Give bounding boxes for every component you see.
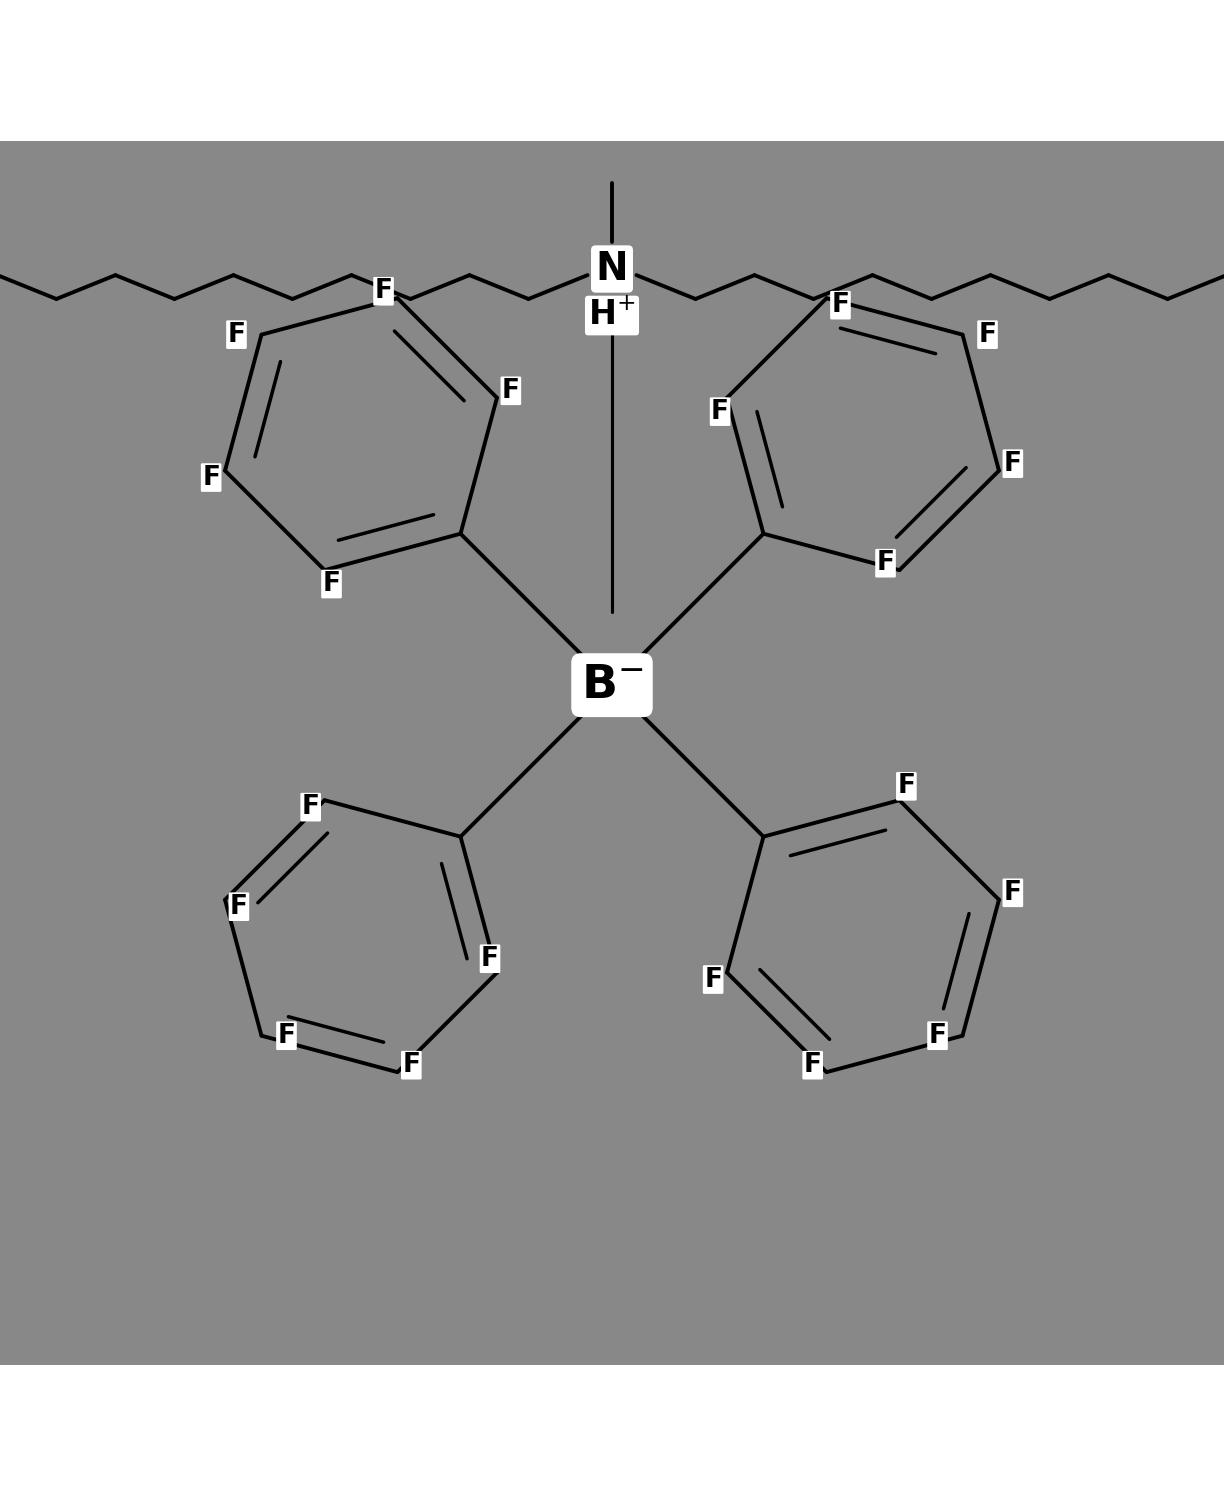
- Text: F: F: [301, 795, 319, 820]
- Text: F: F: [481, 945, 499, 972]
- Text: B$^{-}$: B$^{-}$: [580, 662, 644, 707]
- Text: F: F: [202, 465, 220, 491]
- Text: H$^{+}$: H$^{+}$: [589, 299, 635, 333]
- Text: F: F: [876, 551, 895, 576]
- Text: F: F: [978, 322, 996, 348]
- Text: F: F: [1004, 450, 1022, 477]
- Text: F: F: [502, 378, 520, 403]
- Text: F: F: [230, 894, 248, 920]
- Text: F: F: [831, 292, 849, 318]
- Text: F: F: [897, 774, 916, 799]
- Text: F: F: [929, 1023, 946, 1049]
- Text: F: F: [278, 1023, 295, 1049]
- Text: F: F: [375, 278, 393, 304]
- Polygon shape: [0, 140, 1224, 1365]
- Text: F: F: [322, 570, 340, 597]
- Polygon shape: [0, 140, 1224, 453]
- Text: F: F: [704, 966, 722, 993]
- Text: F: F: [403, 1052, 420, 1078]
- Text: F: F: [228, 322, 246, 348]
- Text: F: F: [711, 399, 730, 424]
- Text: F: F: [1004, 880, 1022, 906]
- Text: F: F: [804, 1052, 821, 1078]
- Text: N: N: [596, 250, 628, 287]
